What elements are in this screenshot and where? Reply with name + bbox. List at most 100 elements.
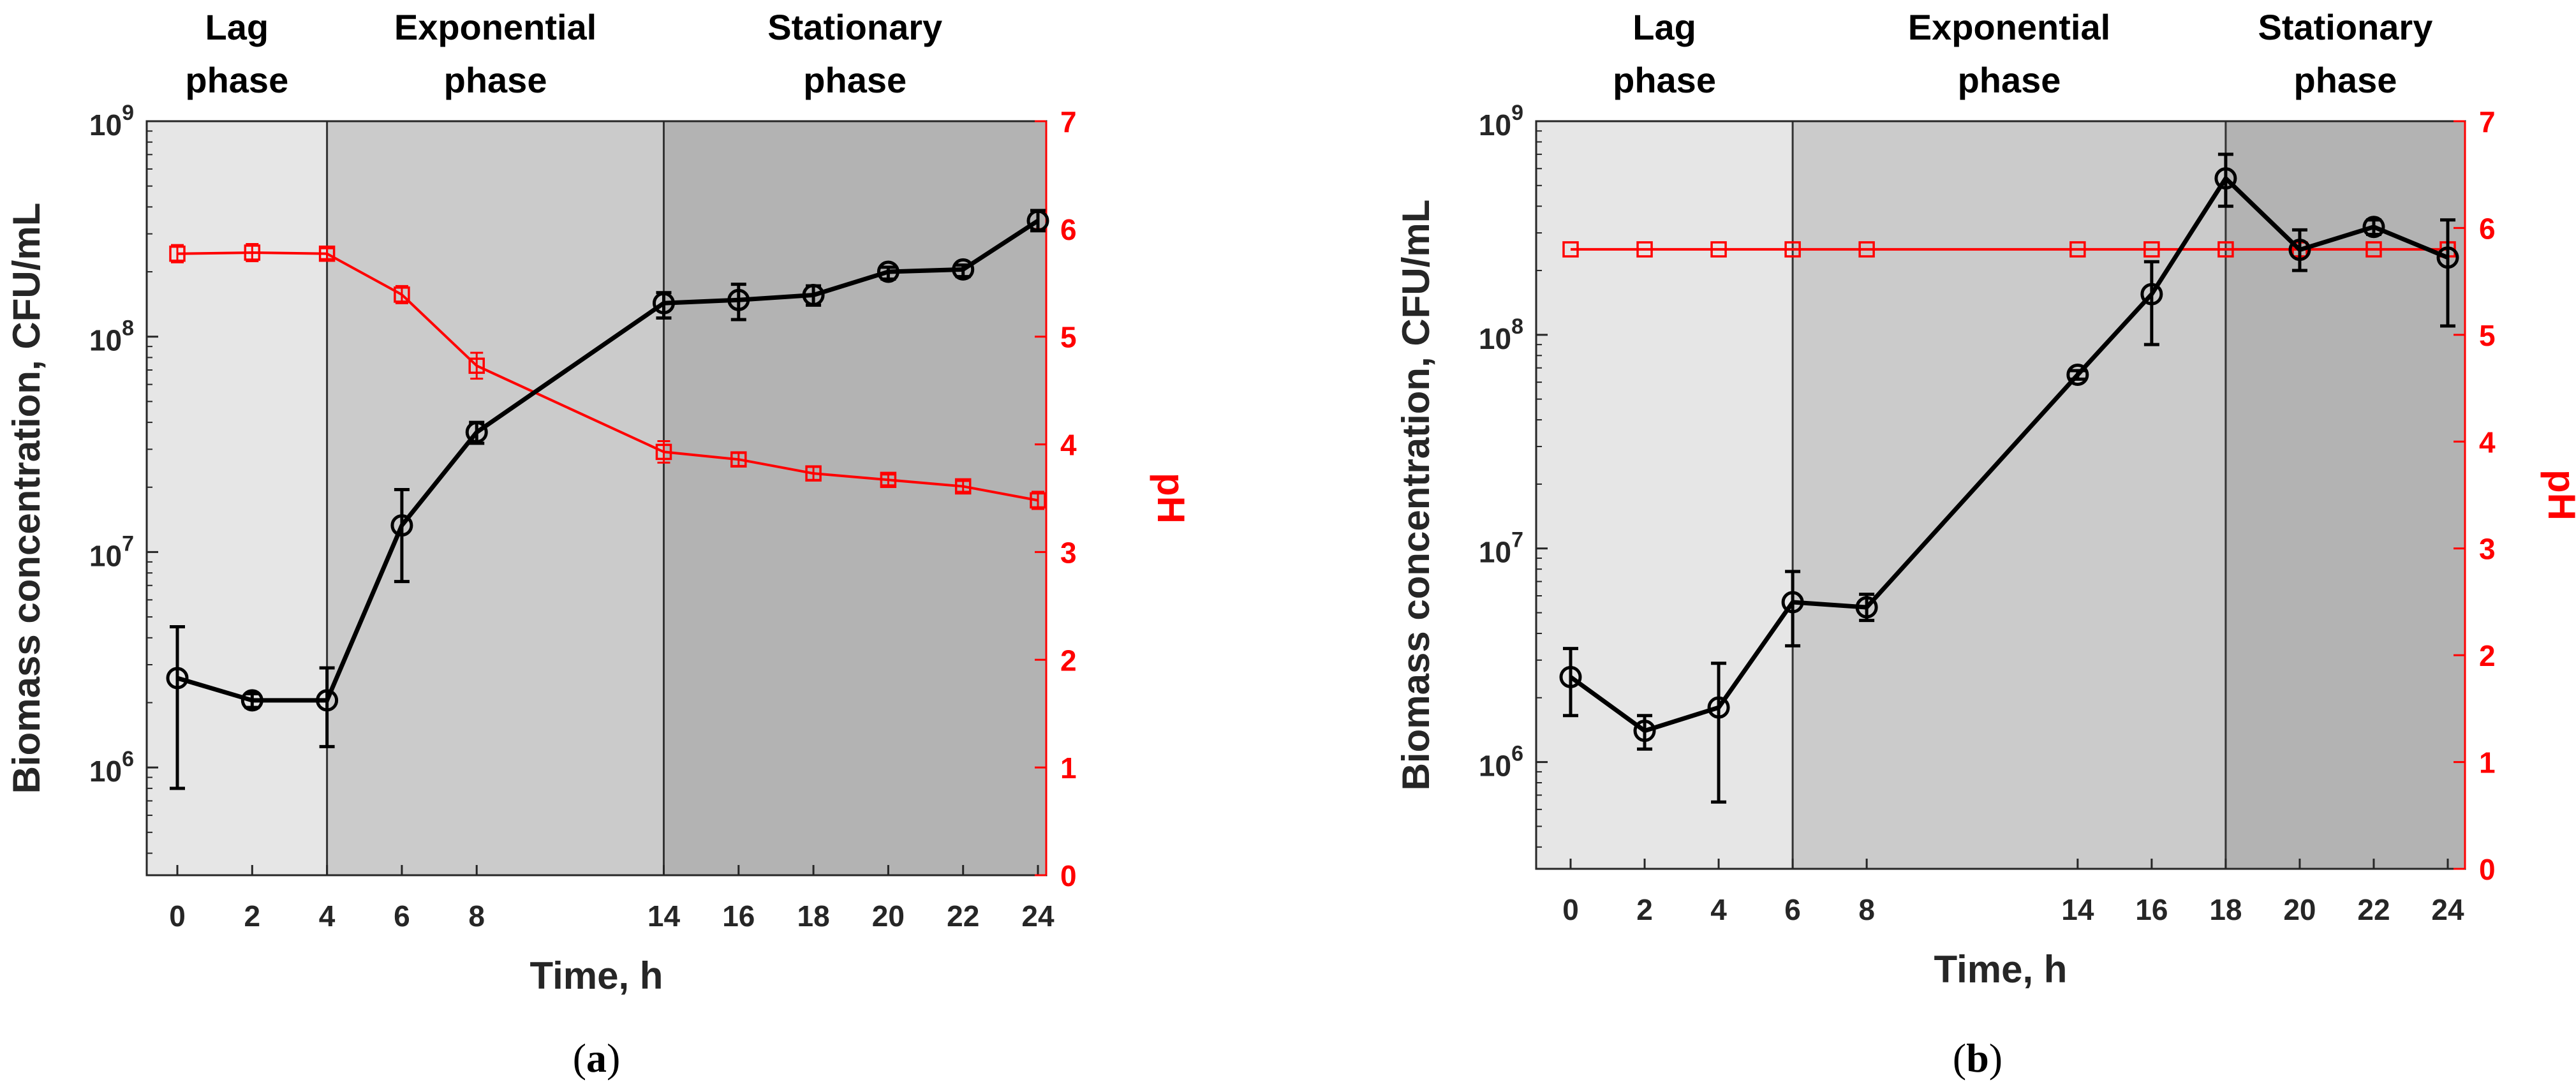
- ph-point: [1710, 241, 1727, 258]
- biomass-point: [727, 288, 750, 311]
- ph-point: [1784, 241, 1801, 258]
- phase-label-line1: Stationary: [2258, 7, 2433, 47]
- ph-point: [2069, 241, 2086, 258]
- y-right-tick-label: 3: [1060, 536, 1077, 569]
- x-tick-label: 24: [2431, 893, 2464, 926]
- y-right-tick-label: 5: [2479, 319, 2496, 352]
- y-right-tick-label: 4: [2479, 425, 2496, 459]
- y-right-tick-label: 0: [2479, 853, 2496, 886]
- x-tick-label: 0: [169, 899, 186, 933]
- y-left-tick-label: 106: [1479, 742, 1523, 783]
- phase-label-line1: Exponential: [1908, 7, 2110, 47]
- x-tick-label: 20: [2283, 893, 2316, 926]
- x-tick-label: 16: [722, 899, 755, 933]
- y-left-axis-title: Biomass concentration, CFU/mL: [1395, 200, 1437, 791]
- y-left-tick-label: 107: [89, 531, 134, 572]
- y-right-tick-label: 7: [2479, 105, 2496, 138]
- phase-label-line2: phase: [803, 60, 907, 100]
- x-tick-label: 8: [468, 899, 485, 933]
- x-tick-label: 14: [2061, 893, 2094, 926]
- phase-label-line1: Stationary: [767, 7, 942, 47]
- ph-point: [805, 465, 822, 482]
- x-tick-label: 2: [244, 899, 261, 933]
- phase-region-stationary: [663, 121, 1046, 875]
- x-tick-label: 8: [1858, 893, 1875, 926]
- x-tick-label: 22: [2357, 893, 2390, 926]
- phase-region-stationary: [2225, 121, 2465, 869]
- y-left-tick-label: 106: [89, 747, 134, 788]
- y-left-axis-title: Biomass concentration, CFU/mL: [5, 203, 48, 794]
- x-tick-label: 4: [319, 899, 336, 933]
- phase-region-lag: [1536, 121, 1793, 869]
- biomass-point: [877, 260, 899, 283]
- biomass-point: [2436, 246, 2459, 269]
- ph-point: [394, 286, 410, 303]
- ph-point: [318, 245, 336, 262]
- biomass-point: [2140, 283, 2163, 306]
- panel-label: (b): [1953, 1035, 2002, 1081]
- x-tick-label: 4: [1710, 893, 1727, 926]
- phase-label-line2: phase: [444, 60, 547, 100]
- y-left-tick-label: 109: [89, 101, 134, 142]
- y-right-tick-label: 1: [2479, 746, 2496, 780]
- y-right-tick-label: 6: [1060, 213, 1077, 246]
- biomass-point: [1781, 591, 1804, 614]
- y-right-tick-label: 0: [1060, 859, 1077, 892]
- y-right-axis-title: pH: [2540, 470, 2576, 521]
- x-tick-label: 6: [1784, 893, 1801, 926]
- x-tick-label: 6: [394, 899, 410, 933]
- biomass-point: [2214, 167, 2237, 190]
- ph-point: [730, 451, 747, 468]
- ph-point: [1636, 241, 1653, 258]
- ph-point: [1562, 241, 1579, 258]
- biomass-point: [1559, 665, 1582, 688]
- phase-label-line2: phase: [1958, 60, 2061, 100]
- biomass-point: [2362, 216, 2385, 239]
- phase-region-exponential: [1793, 121, 2226, 869]
- ph-point: [880, 471, 897, 489]
- biomass-point: [652, 292, 675, 314]
- phase-region-lag: [147, 121, 327, 875]
- x-tick-label: 18: [2209, 893, 2242, 926]
- x-tick-label: 18: [797, 899, 830, 933]
- biomass-point: [316, 689, 339, 712]
- y-right-tick-label: 7: [1060, 105, 1077, 138]
- y-left-tick-label: 109: [1479, 101, 1523, 142]
- biomass-point: [465, 421, 488, 444]
- x-tick-label: 0: [1562, 893, 1579, 926]
- ph-point: [2143, 241, 2160, 258]
- ph-point: [468, 357, 485, 374]
- biomass-point: [802, 283, 825, 306]
- biomass-point: [2066, 364, 2089, 387]
- phase-label-line1: Exponential: [394, 7, 596, 47]
- biomass-point: [952, 258, 975, 281]
- x-tick-label: 22: [947, 899, 979, 933]
- chart-panel-b: Lag phase Exponential phase Stationary phase 0…: [1395, 7, 2576, 1081]
- ph-point: [1858, 241, 1875, 258]
- x-tick-label: 24: [1021, 899, 1055, 933]
- y-left-tick-label: 108: [89, 316, 134, 357]
- y-right-tick-label: 2: [2479, 639, 2496, 672]
- biomass-point: [1026, 209, 1049, 232]
- biomass-point: [166, 667, 189, 690]
- biomass-point: [241, 689, 263, 712]
- ph-point: [2365, 241, 2382, 258]
- y-right-tick-label: 4: [1060, 429, 1077, 462]
- y-right-axis-title: pH: [1150, 473, 1192, 524]
- chart-panel-a: Lag phase Exponential phase Stationary phase 0…: [5, 7, 1192, 1081]
- y-right-tick-label: 1: [1060, 751, 1077, 785]
- y-right-tick-label: 6: [2479, 212, 2496, 245]
- phase-label-line2: phase: [185, 60, 288, 100]
- y-right-tick-label: 2: [1060, 644, 1077, 677]
- ph-point: [2217, 241, 2234, 258]
- x-axis-title: Time, h: [530, 954, 663, 997]
- y-right-tick-label: 5: [1060, 321, 1077, 354]
- phase-label-line1: Lag: [1632, 7, 1696, 47]
- ph-point: [1030, 492, 1046, 509]
- phase-region-exponential: [327, 121, 664, 875]
- x-axis-title: Time, h: [1934, 948, 2068, 991]
- biomass-point: [1633, 720, 1656, 743]
- ph-point: [244, 244, 261, 261]
- panel-label: (a): [573, 1035, 621, 1081]
